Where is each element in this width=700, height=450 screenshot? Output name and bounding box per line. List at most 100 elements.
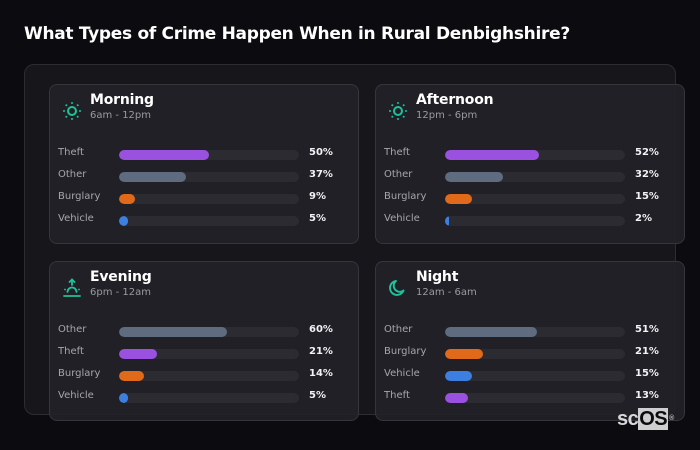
bar-label: Vehicle bbox=[58, 390, 94, 401]
brand-logo: scOS ® bbox=[617, 408, 674, 430]
bar-track bbox=[445, 393, 625, 403]
bar-row: Other 51% bbox=[376, 323, 684, 339]
bar-value: 51% bbox=[635, 324, 659, 335]
bar-row: Other 37% bbox=[50, 168, 358, 184]
bar-fill bbox=[119, 194, 136, 204]
bar-row: Vehicle 15% bbox=[376, 367, 684, 383]
bar-value: 2% bbox=[635, 213, 652, 224]
bar-row: Burglary 14% bbox=[50, 367, 358, 383]
card-subtitle: 12am - 6am bbox=[416, 287, 477, 298]
moon-icon bbox=[389, 280, 405, 296]
card-title: Morning bbox=[90, 92, 154, 108]
registered-mark: ® bbox=[669, 415, 674, 422]
bar-label: Other bbox=[58, 324, 87, 335]
bar-fill bbox=[445, 194, 472, 204]
bar-fill bbox=[119, 371, 145, 381]
bar-row: Theft 13% bbox=[376, 389, 684, 405]
bar-value: 50% bbox=[309, 147, 333, 158]
bar-row: Other 60% bbox=[50, 323, 358, 339]
card-title: Night bbox=[416, 269, 459, 285]
bar-label: Other bbox=[384, 169, 413, 180]
bar-fill bbox=[445, 327, 537, 337]
bar-row: Theft 50% bbox=[50, 146, 358, 162]
bar-fill bbox=[119, 393, 128, 403]
card-title: Evening bbox=[90, 269, 152, 285]
bar-track bbox=[445, 150, 625, 160]
bar-label: Vehicle bbox=[384, 368, 420, 379]
bar-row: Burglary 15% bbox=[376, 190, 684, 206]
bar-track bbox=[445, 216, 625, 226]
bar-value: 32% bbox=[635, 169, 659, 180]
bar-fill bbox=[445, 349, 483, 359]
bar-value: 52% bbox=[635, 147, 659, 158]
bar-fill bbox=[445, 172, 503, 182]
bar-fill bbox=[119, 172, 186, 182]
page-title: What Types of Crime Happen When in Rural… bbox=[24, 24, 570, 44]
bar-value: 21% bbox=[309, 346, 333, 357]
bar-fill bbox=[445, 150, 539, 160]
bar-label: Other bbox=[384, 324, 413, 335]
bar-value: 21% bbox=[635, 346, 659, 357]
bar-label: Theft bbox=[384, 390, 410, 401]
bar-fill bbox=[445, 216, 449, 226]
bar-value: 9% bbox=[309, 191, 326, 202]
bar-row: Burglary 9% bbox=[50, 190, 358, 206]
bar-track bbox=[445, 371, 625, 381]
bar-label: Theft bbox=[58, 346, 84, 357]
bar-row: Vehicle 2% bbox=[376, 212, 684, 228]
bar-track bbox=[119, 371, 299, 381]
sunset-icon bbox=[63, 278, 81, 297]
bar-row: Theft 21% bbox=[50, 345, 358, 361]
bar-fill bbox=[445, 393, 469, 403]
bar-track bbox=[119, 393, 299, 403]
bar-value: 14% bbox=[309, 368, 333, 379]
brand-os: OS bbox=[638, 408, 669, 430]
card-morning: Morning 6am - 12pm Theft 50% Other 37% Burgl… bbox=[49, 84, 359, 244]
bar-fill bbox=[119, 216, 128, 226]
bar-row: Theft 52% bbox=[376, 146, 684, 162]
bar-fill bbox=[445, 371, 472, 381]
bar-value: 5% bbox=[309, 213, 326, 224]
card-night: Night 12am - 6am Other 51% Burglary 21% Vehi… bbox=[375, 261, 685, 421]
bar-label: Theft bbox=[384, 147, 410, 158]
bar-track bbox=[119, 327, 299, 337]
bar-value: 60% bbox=[309, 324, 333, 335]
card-subtitle: 6am - 12pm bbox=[90, 110, 152, 121]
bar-value: 15% bbox=[635, 191, 659, 202]
bar-track bbox=[119, 194, 299, 204]
bar-row: Vehicle 5% bbox=[50, 212, 358, 228]
bar-row: Other 32% bbox=[376, 168, 684, 184]
bar-fill bbox=[119, 327, 227, 337]
brand-sc: sc bbox=[617, 408, 639, 430]
bar-fill bbox=[119, 150, 209, 160]
bar-value: 13% bbox=[635, 390, 659, 401]
card-afternoon: Afternoon 12pm - 6pm Theft 52% Other 32% Bur… bbox=[375, 84, 685, 244]
bar-track bbox=[445, 194, 625, 204]
bar-track bbox=[445, 172, 625, 182]
bar-label: Burglary bbox=[384, 191, 427, 202]
sun-icon bbox=[63, 102, 81, 120]
bar-track bbox=[445, 349, 625, 359]
bar-track bbox=[119, 150, 299, 160]
bar-track bbox=[445, 327, 625, 337]
bar-label: Burglary bbox=[384, 346, 427, 357]
bar-label: Burglary bbox=[58, 191, 101, 202]
bar-row: Burglary 21% bbox=[376, 345, 684, 361]
card-title: Afternoon bbox=[416, 92, 494, 108]
bar-value: 37% bbox=[309, 169, 333, 180]
bar-track bbox=[119, 349, 299, 359]
bar-value: 15% bbox=[635, 368, 659, 379]
bar-label: Burglary bbox=[58, 368, 101, 379]
card-subtitle: 12pm - 6pm bbox=[416, 110, 478, 121]
sun-icon bbox=[389, 102, 407, 120]
bar-track bbox=[119, 172, 299, 182]
bar-label: Other bbox=[58, 169, 87, 180]
bar-label: Vehicle bbox=[384, 213, 420, 224]
card-evening: Evening 6pm - 12am Other 60% Theft 21% Burgl… bbox=[49, 261, 359, 421]
card-subtitle: 6pm - 12am bbox=[90, 287, 152, 298]
bar-row: Vehicle 5% bbox=[50, 389, 358, 405]
bar-label: Vehicle bbox=[58, 213, 94, 224]
bar-label: Theft bbox=[58, 147, 84, 158]
bar-value: 5% bbox=[309, 390, 326, 401]
bar-track bbox=[119, 216, 299, 226]
